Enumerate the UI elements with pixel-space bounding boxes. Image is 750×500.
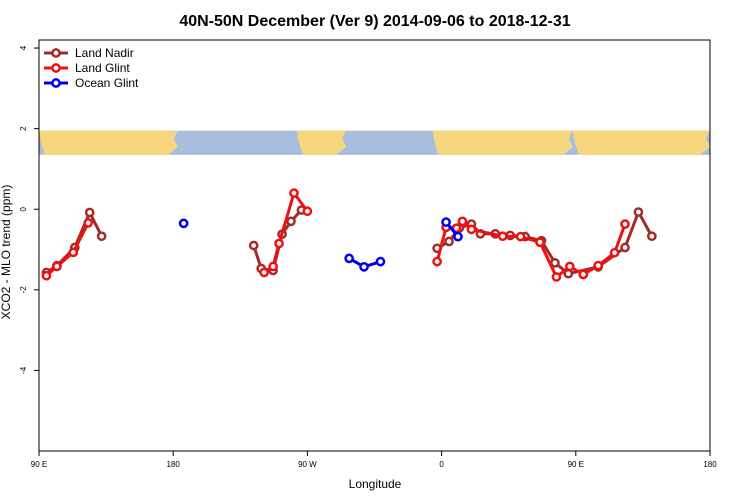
data-point-land-nadir — [248, 240, 259, 251]
y-tick-label: -2 — [19, 286, 28, 294]
x-tick-label: 0 — [439, 460, 444, 469]
data-point-land-nadir — [286, 216, 296, 227]
y-axis: 4 2 0 -2 -4 — [19, 45, 39, 374]
data-point-land-glint — [274, 238, 284, 249]
x-tick-label: 90 W — [298, 460, 317, 469]
data-point-land-glint — [52, 261, 62, 272]
data-point-land-nadir — [633, 207, 644, 217]
data-point-ocean-glint — [178, 218, 189, 229]
x-tick-label: 180 — [167, 460, 181, 469]
x-axis-label: Longitude — [349, 477, 402, 491]
data-point-ocean-glint — [441, 217, 451, 227]
data-point-land-glint — [593, 260, 604, 271]
legend-marker — [51, 78, 61, 88]
data-point-land-glint — [620, 219, 630, 229]
map-strip — [39, 130, 710, 155]
legend-label: Land Glint — [75, 61, 130, 75]
chart-title: 40N-50N December (Ver 9) 2014-09-06 to 2… — [179, 13, 570, 30]
data-point-land-glint — [41, 270, 52, 281]
data-point-ocean-glint — [359, 262, 369, 272]
legend-label: Ocean Glint — [75, 76, 139, 90]
data-point-land-nadir — [96, 231, 107, 242]
data-point-ocean-glint — [375, 256, 386, 267]
data-point-ocean-glint — [453, 231, 463, 242]
data-point-land-glint — [302, 206, 313, 217]
y-tick-label: 4 — [19, 45, 28, 50]
map-land — [572, 130, 710, 155]
data-point-land-glint — [259, 267, 270, 278]
data-point-land-glint — [535, 237, 545, 248]
plot-frame — [38, 39, 711, 452]
data-point-land-nadir — [620, 242, 630, 253]
y-tick-label: 0 — [19, 206, 28, 211]
map-land — [296, 130, 347, 155]
series-land-nadir — [41, 205, 657, 279]
x-tick-label: 90 E — [568, 460, 584, 469]
map-land — [432, 130, 573, 155]
data-point-land-glint — [497, 231, 508, 242]
data-point-land-nadir — [84, 207, 95, 218]
series-ocean-glint — [178, 217, 463, 272]
series-line-land-glint — [45, 222, 90, 277]
x-tick-label: 180 — [703, 460, 717, 469]
data-point-land-glint — [578, 269, 589, 280]
data-point-land-glint — [432, 256, 442, 267]
data-point-land-glint — [609, 247, 620, 258]
map-land — [39, 130, 178, 155]
legend-item-ocean-glint: Ocean Glint — [44, 76, 139, 90]
legend-item-land-glint: Land Glint — [44, 61, 130, 75]
y-tick-label: 2 — [19, 126, 28, 131]
data-point-land-glint — [457, 216, 468, 227]
data-point-land-glint — [466, 224, 477, 235]
x-tick-label: 90 E — [31, 460, 47, 469]
data-point-land-glint — [551, 272, 562, 282]
data-point-land-nadir — [444, 236, 454, 247]
data-point-land-nadir — [646, 231, 657, 242]
legend-label: Land Nadir — [75, 46, 134, 60]
data-point-ocean-glint — [344, 253, 355, 264]
data-point-land-glint — [515, 231, 526, 242]
x-axis: 90 E 180 90 W 0 90 E 180 — [31, 451, 717, 469]
series-land-glint — [41, 188, 630, 282]
series-layer — [41, 188, 657, 282]
legend-marker — [51, 63, 61, 73]
legend-item-land-nadir: Land Nadir — [44, 46, 134, 60]
data-point-land-glint — [68, 247, 79, 258]
y-axis-label: XCO2 - MLO trend (ppm) — [0, 185, 13, 320]
y-tick-label: -4 — [19, 366, 28, 374]
data-point-land-glint — [268, 261, 278, 272]
data-point-land-glint — [83, 218, 94, 228]
legend-marker — [51, 48, 61, 58]
data-point-land-glint — [289, 188, 299, 198]
data-point-land-glint — [564, 261, 575, 272]
